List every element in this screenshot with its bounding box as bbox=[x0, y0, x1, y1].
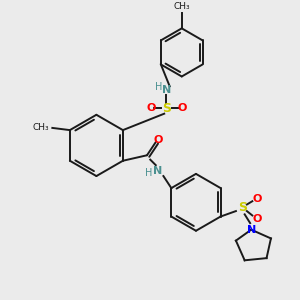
Text: S: S bbox=[162, 102, 171, 115]
Text: H: H bbox=[155, 82, 162, 92]
Text: S: S bbox=[238, 201, 247, 214]
Text: N: N bbox=[162, 85, 171, 94]
Text: CH₃: CH₃ bbox=[173, 2, 190, 11]
Text: O: O bbox=[177, 103, 186, 113]
Text: O: O bbox=[252, 194, 261, 204]
Text: H: H bbox=[146, 168, 153, 178]
Text: O: O bbox=[153, 135, 163, 145]
Text: O: O bbox=[146, 103, 156, 113]
Text: N: N bbox=[247, 225, 256, 235]
Text: N: N bbox=[153, 166, 163, 176]
Text: CH₃: CH₃ bbox=[32, 123, 49, 132]
Text: O: O bbox=[252, 214, 261, 224]
